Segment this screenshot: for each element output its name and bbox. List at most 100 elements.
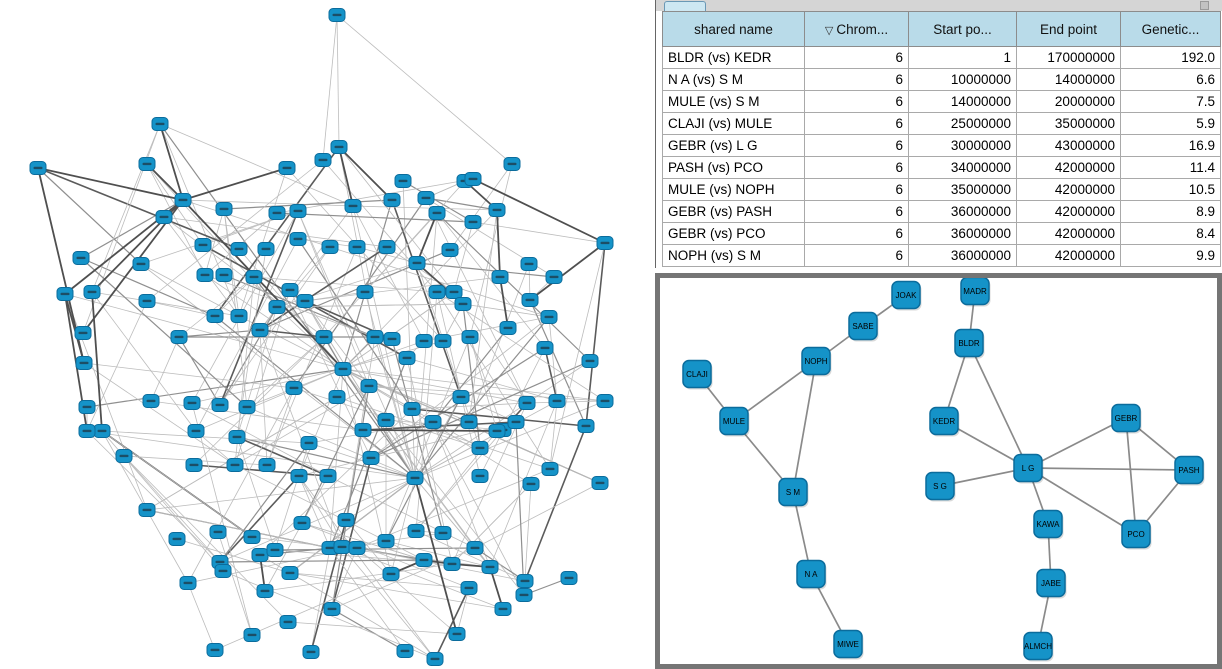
table-cell[interactable]: 6 [804,68,909,91]
table-cell[interactable]: PASH (vs) PCO [662,156,805,179]
graph-node[interactable] [209,525,227,539]
graph-node[interactable] [138,294,156,308]
graph-node-madr[interactable]: MADR [960,278,991,307]
graph-node[interactable] [441,243,459,257]
graph-node[interactable] [581,354,599,368]
graph-node[interactable] [278,161,296,175]
graph-node-n-a[interactable]: N A [796,559,827,590]
graph-node[interactable] [300,436,318,450]
table-row[interactable]: NOPH (vs) S M 6 36000000 42000000 9.9 [662,244,1221,267]
graph-node[interactable] [356,285,374,299]
graph-node[interactable] [488,424,506,438]
table-cell[interactable]: 6 [804,244,909,267]
graph-node[interactable] [452,390,470,404]
table-cell[interactable]: 8.9 [1120,200,1221,223]
table-cell[interactable]: 42000000 [1016,178,1121,201]
table-cell[interactable]: 16.9 [1120,134,1221,157]
graph-node[interactable] [243,628,261,642]
table-row[interactable]: MULE (vs) NOPH 6 35000000 42000000 10.5 [662,178,1221,201]
table-cell[interactable]: 10.5 [1120,178,1221,201]
table-cell[interactable]: 6.6 [1120,68,1221,91]
table-cell[interactable]: 35000000 [1016,112,1121,135]
graph-node[interactable] [315,330,333,344]
table-cell[interactable]: GEBR (vs) L G [662,134,805,157]
table-row[interactable]: GEBR (vs) L G 6 30000000 43000000 16.9 [662,134,1221,157]
graph-node[interactable] [461,330,479,344]
graph-node[interactable] [296,294,314,308]
graph-node[interactable] [257,242,275,256]
graph-node-joak[interactable]: JOAK [891,280,922,311]
graph-node[interactable] [256,584,274,598]
table-cell[interactable]: BLDR (vs) KEDR [662,46,805,69]
graph-node[interactable] [434,526,452,540]
table-cell[interactable]: 11.4 [1120,156,1221,179]
graph-node[interactable] [464,172,482,186]
graph-node-s-g[interactable]: S G [925,471,956,502]
graph-node[interactable] [548,394,566,408]
graph-node[interactable] [434,334,452,348]
graph-node[interactable] [230,309,248,323]
graph-node-sabe[interactable]: SABE [848,311,879,342]
table-cell[interactable]: 6 [804,90,909,113]
graph-node[interactable] [214,564,232,578]
table-cell[interactable]: 6 [804,222,909,245]
graph-node[interactable] [74,326,92,340]
table-cell[interactable]: 14000000 [1016,68,1121,91]
graph-node[interactable] [415,334,433,348]
graph-node[interactable] [245,270,263,284]
graph-node[interactable] [460,415,478,429]
graph-node[interactable] [215,268,233,282]
graph-node[interactable] [445,285,463,299]
graph-node[interactable] [560,571,578,585]
graph-node[interactable] [443,557,461,571]
graph-node[interactable] [521,293,539,307]
table-cell[interactable]: 34000000 [908,156,1017,179]
graph-node[interactable] [151,117,169,131]
graph-node[interactable] [243,530,261,544]
table-cell[interactable]: 192.0 [1120,46,1221,69]
graph-node[interactable] [344,199,362,213]
graph-node[interactable] [426,652,444,666]
graph-node-noph[interactable]: NOPH [801,346,832,377]
graph-node[interactable] [454,297,472,311]
graph-node[interactable] [499,321,517,335]
graph-node[interactable] [464,215,482,229]
graph-node[interactable] [132,257,150,271]
table-cell[interactable]: 43000000 [1016,134,1121,157]
graph-node[interactable] [494,602,512,616]
table-cell[interactable]: 6 [804,134,909,157]
column-header-chrom[interactable]: ▽ Chrom... [804,11,909,47]
graph-node[interactable] [268,300,286,314]
graph-node[interactable] [226,458,244,472]
table-cell[interactable]: 7.5 [1120,90,1221,113]
table-cell[interactable]: 35000000 [908,178,1017,201]
graph-node[interactable] [471,469,489,483]
graph-node[interactable] [360,379,378,393]
graph-node[interactable] [334,362,352,376]
table-row[interactable]: GEBR (vs) PCO 6 36000000 42000000 8.4 [662,222,1221,245]
graph-node[interactable] [170,330,188,344]
graph-node[interactable] [591,476,609,490]
graph-node[interactable] [93,424,111,438]
graph-node[interactable] [515,588,533,602]
table-cell[interactable]: GEBR (vs) PASH [662,200,805,223]
graph-node[interactable] [333,540,351,554]
graph-node-pash[interactable]: PASH [1174,455,1205,486]
table-cell[interactable]: 6 [804,178,909,201]
table-cell[interactable]: 20000000 [1016,90,1121,113]
graph-node[interactable] [424,415,442,429]
graph-node[interactable] [302,645,320,659]
graph-node[interactable] [258,458,276,472]
graph-node[interactable] [290,469,308,483]
table-cell[interactable]: 6 [804,112,909,135]
graph-node[interactable] [417,191,435,205]
graph-node[interactable] [194,238,212,252]
table-cell[interactable]: 10000000 [908,68,1017,91]
graph-node[interactable] [378,240,396,254]
graph-node[interactable] [187,424,205,438]
table-row[interactable]: MULE (vs) S M 6 14000000 20000000 7.5 [662,90,1221,113]
graph-node[interactable] [507,415,525,429]
graph-node-almch[interactable]: ALMCH [1023,631,1054,662]
graph-node[interactable] [403,402,421,416]
graph-node[interactable] [460,581,478,595]
